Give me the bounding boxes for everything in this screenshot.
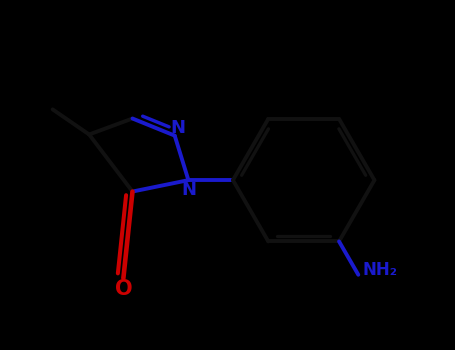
Text: O: O [115, 279, 132, 299]
Text: N: N [171, 119, 186, 137]
Text: NH₂: NH₂ [363, 261, 398, 280]
Text: N: N [182, 181, 197, 200]
